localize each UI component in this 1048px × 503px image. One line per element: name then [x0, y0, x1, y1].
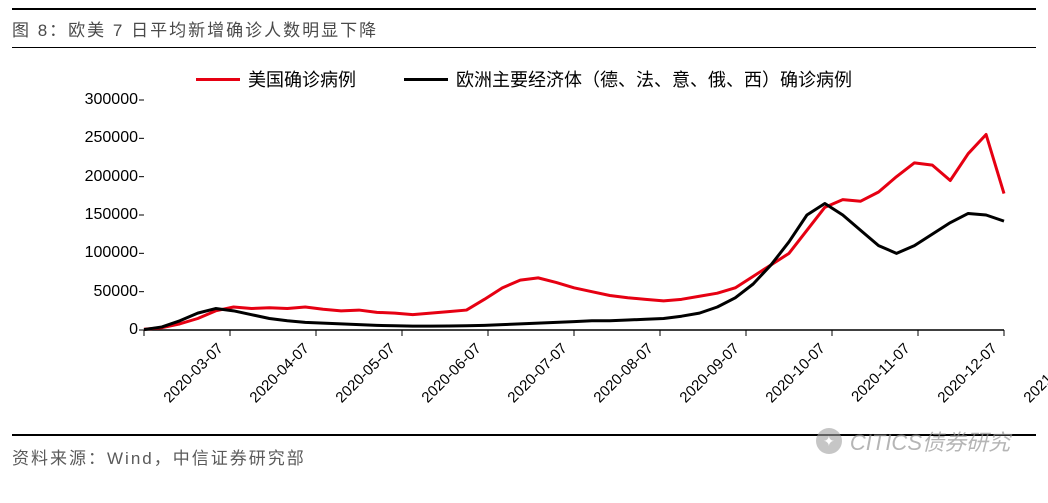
y-tick-label: 150000	[85, 206, 138, 224]
legend-swatch-us	[196, 78, 240, 81]
legend-label-us: 美国确诊病例	[248, 66, 356, 92]
x-tick-label: 2020-08-07	[590, 340, 656, 406]
plot-region	[144, 100, 1004, 330]
legend-item-eu: 欧洲主要经济体（德、法、意、俄、西）确诊病例	[404, 66, 852, 92]
legend-swatch-eu	[404, 78, 448, 81]
chart-title: 图 8：欧美 7 日平均新增确诊人数明显下降	[12, 8, 1036, 48]
series-us	[144, 135, 1004, 330]
legend: 美国确诊病例 欧洲主要经济体（德、法、意、俄、西）确诊病例	[12, 66, 1036, 92]
x-tick-label: 2020-05-07	[332, 340, 398, 406]
watermark: ✦ CITICS债券研究	[816, 425, 1010, 457]
y-axis: 050000100000150000200000250000300000	[34, 100, 142, 330]
x-tick-label: 2020-07-07	[504, 340, 570, 406]
y-tick-label: 300000	[85, 91, 138, 109]
legend-label-eu: 欧洲主要经济体（德、法、意、俄、西）确诊病例	[456, 66, 852, 92]
y-tick-label: 50000	[94, 283, 139, 301]
wechat-icon: ✦	[816, 428, 842, 454]
x-tick-label: 2021-01-07	[1020, 340, 1048, 406]
x-tick-label: 2020-10-07	[762, 340, 828, 406]
x-tick-label: 2020-04-07	[246, 340, 312, 406]
y-tick-label: 100000	[85, 244, 138, 262]
x-tick-label: 2020-03-07	[160, 340, 226, 406]
x-tick-label: 2020-06-07	[418, 340, 484, 406]
y-tick-label: 250000	[85, 129, 138, 147]
y-tick-label: 200000	[85, 168, 138, 186]
x-tick-label: 2020-11-07	[848, 340, 913, 405]
y-tick-label: 0	[129, 321, 138, 339]
line-chart-svg	[144, 100, 1004, 330]
watermark-text: CITICS债券研究	[850, 425, 1010, 457]
chart-area: 050000100000150000200000250000300000 202…	[34, 100, 1014, 430]
legend-item-us: 美国确诊病例	[196, 66, 356, 92]
series-eu	[144, 204, 1004, 330]
x-tick-label: 2020-09-07	[676, 340, 742, 406]
x-axis: 2020-03-07 2020-04-07 2020-05-07 2020-06-07…	[144, 340, 1004, 430]
x-tick-label: 2020-12-07	[934, 340, 1000, 406]
